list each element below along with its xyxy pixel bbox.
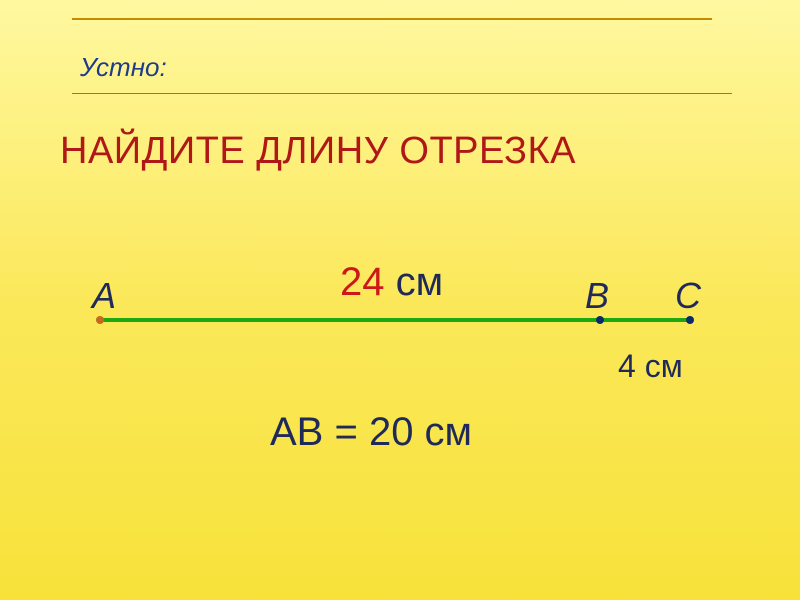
divider-rule <box>72 93 732 94</box>
slide-title: НАЙДИТЕ ДЛИНУ ОТРЕЗКА <box>60 130 576 173</box>
slide-root: Устно: НАЙДИТЕ ДЛИНУ ОТРЕЗКА А В С 24 см… <box>0 0 800 600</box>
point-c <box>686 316 694 324</box>
length-bc-label: 4 см <box>618 348 683 385</box>
label-a: А <box>92 275 116 317</box>
length-ac-number: 24 <box>340 260 385 304</box>
answer-text: АВ = 20 см <box>270 410 472 455</box>
length-ac-unit: см <box>385 260 444 304</box>
subheader-text: Устно: <box>80 52 167 83</box>
label-c: С <box>675 275 701 317</box>
length-ac-label: 24 см <box>340 260 443 305</box>
point-a <box>96 316 104 324</box>
top-accent-rule <box>72 18 712 20</box>
label-b: В <box>585 275 609 317</box>
point-b <box>596 316 604 324</box>
